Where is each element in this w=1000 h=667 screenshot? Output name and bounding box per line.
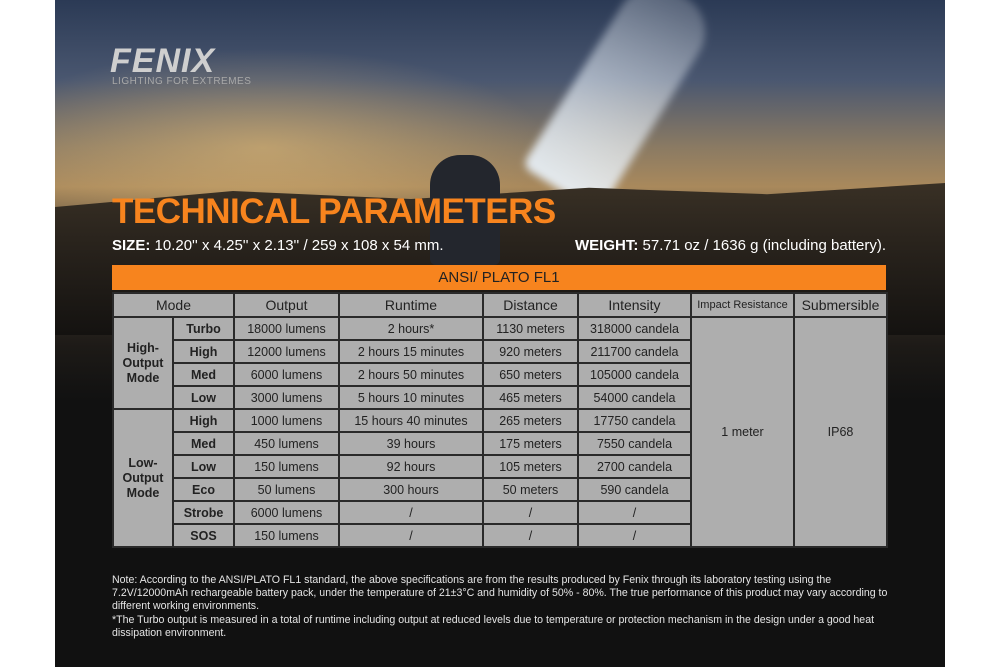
runtime-cell: 5 hours 10 minutes [338,385,484,410]
mode-cell: Med [172,362,235,387]
header-runtime: Runtime [338,292,484,318]
header-intensity: Intensity [577,292,692,318]
distance-cell: 650 meters [482,362,579,387]
output-cell: 6000 lumens [233,500,340,525]
note-standard: Note: According to the ANSI/PLATO FL1 st… [112,574,888,613]
table-row: Strobe 6000 lumens / / / [113,500,887,525]
runtime-cell: / [338,500,484,525]
header-row: Mode Output Runtime Distance Intensity I… [112,292,888,318]
mode-cell: SOS [172,523,235,548]
table-row: Low 3000 lumens 5 hours 10 minutes 465 mete… [113,385,887,410]
output-cell: 50 lumens [233,477,340,502]
runtime-cell: 92 hours [338,454,484,479]
distance-cell: / [482,500,579,525]
table-row: SOS 150 lumens / / / [113,523,887,548]
weight-value: 57.71 oz / 1636 g (including battery). [638,237,887,254]
output-cell: 150 lumens [233,454,340,479]
distance-cell: 1130 meters [482,316,579,341]
intensity-cell: 211700 candela [577,339,692,364]
intensity-cell: / [577,523,692,548]
distance-cell: 920 meters [482,339,579,364]
logo-tagline: LIGHTING FOR EXTREMES [112,76,252,87]
runtime-cell: 39 hours [338,431,484,456]
product-poster: FENIX LIGHTING FOR EXTREMES TECHNICAL PA… [55,0,945,667]
mode-cell: Turbo [172,316,235,341]
output-cell: 6000 lumens [233,362,340,387]
output-cell: 450 lumens [233,431,340,456]
header-distance: Distance [482,292,579,318]
footnote: Note: According to the ANSI/PLATO FL1 st… [112,574,892,640]
runtime-cell: 15 hours 40 minutes [338,408,484,433]
header-mode: Mode [112,292,235,318]
distance-cell: 175 meters [482,431,579,456]
header-output: Output [233,292,340,318]
header-impact: Impact Resistance [690,292,795,318]
runtime-cell: 300 hours [338,477,484,502]
output-cell: 150 lumens [233,523,340,548]
submersible-cell: IP68 [793,316,888,548]
page-title: TECHNICAL PARAMETERS [112,192,556,231]
intensity-cell: 318000 candela [577,316,692,341]
mode-cell: High [172,408,235,433]
note-turbo: *The Turbo output is measured in a total… [112,613,875,639]
table-row: Low 150 lumens 92 hours 105 meters 2700 cand… [113,454,887,479]
mode-cell: Med [172,431,235,456]
runtime-cell: 2 hours 15 minutes [338,339,484,364]
header-submersible: Submersible [793,292,888,318]
table-row: High-Output Mode Turbo 18000 lumens 2 hours… [112,316,888,548]
impact-cell: 1 meter [690,316,795,548]
runtime-cell: 2 hours 50 minutes [338,362,484,387]
table-row: Med 450 lumens 39 hours 175 meters 7550 cand… [113,431,887,456]
intensity-cell: 590 candela [577,477,692,502]
mode-cell: Low [172,454,235,479]
intensity-cell: / [577,500,692,525]
size-label: SIZE: [112,237,151,254]
distance-cell: 265 meters [482,408,579,433]
intensity-cell: 7550 candela [577,431,692,456]
mode-group-low: Low-Output Mode [112,408,174,548]
output-cell: 12000 lumens [233,339,340,364]
mode-cell: Strobe [172,500,235,525]
weight-spec: WEIGHT: 57.71 oz / 1636 g (including bat… [575,237,886,254]
table-row: Low-Output Mode High 1000 lumens 15 hours 4… [112,408,887,548]
runtime-cell: 2 hours* [338,316,484,341]
output-cell: 1000 lumens [233,408,340,433]
standard-banner: ANSI/ PLATO FL1 [112,265,886,290]
size-value: 10.20'' x 4.25'' x 2.13'' / 259 x 108 x … [150,237,444,254]
fenix-logo: FENIX [110,42,216,80]
distance-cell: 465 meters [482,385,579,410]
output-cell: 3000 lumens [233,385,340,410]
output-cell: 18000 lumens [233,316,340,341]
mode-cell: Eco [172,477,235,502]
runtime-cell: / [338,523,484,548]
intensity-cell: 17750 candela [577,408,692,433]
distance-cell: / [482,523,579,548]
distance-cell: 105 meters [482,454,579,479]
intensity-cell: 105000 candela [577,362,692,387]
distance-cell: 50 meters [482,477,579,502]
intensity-cell: 2700 candela [577,454,692,479]
table-row: High 12000 lumens 2 hours 15 minutes 920 me… [113,339,887,364]
person-silhouette [430,155,500,265]
mode-group-high: High-Output Mode [112,316,174,410]
weight-label: WEIGHT: [575,237,639,254]
spec-table: Mode Output Runtime Distance Intensity I… [112,292,888,548]
size-spec: SIZE: 10.20'' x 4.25'' x 2.13'' / 259 x … [112,237,444,254]
mode-cell: Low [172,385,235,410]
table-row: Med 6000 lumens 2 hours 50 minutes 650 mete… [113,362,887,387]
table-row: Eco 50 lumens 300 hours 50 meters 590 candel… [113,477,887,502]
mode-cell: High [172,339,235,364]
intensity-cell: 54000 candela [577,385,692,410]
